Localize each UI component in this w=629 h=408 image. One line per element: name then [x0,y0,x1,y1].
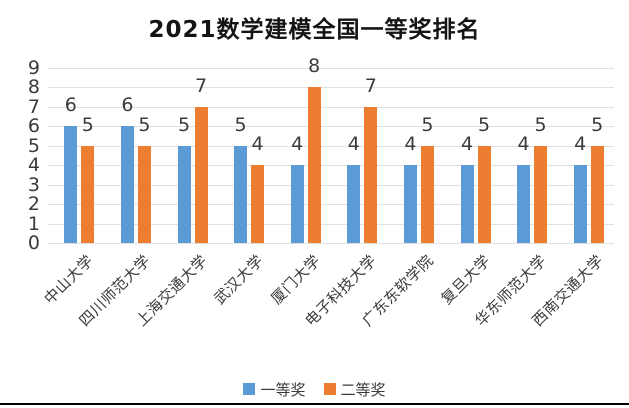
bar-value-label: 6 [64,94,77,117]
bar-value-label: 4 [251,133,264,156]
gridline [48,68,614,69]
bar [234,145,248,243]
category-label: 上海交通大学 [132,251,211,330]
bar [477,145,491,243]
legend-label: 一等奖 [260,380,306,399]
bar [573,165,587,243]
gridline [48,145,614,147]
bar [517,165,531,243]
legend-item: 二等奖 [323,379,386,400]
y-tick-label: 2 [27,193,40,216]
bar [364,106,378,243]
legend-swatch-icon [243,383,256,395]
bar [81,145,95,243]
bar [403,165,417,243]
bar [290,165,304,243]
y-tick-label: 5 [27,134,40,157]
category-label: 复旦大学 [436,251,494,308]
bar [120,126,134,243]
category-label: 华东师范大学 [471,251,551,330]
gridline [48,87,614,89]
bar-value-label: 5 [477,113,491,136]
legend: 一等奖 二等奖 [0,379,629,399]
legend-swatch-icon [323,383,336,395]
bar-value-label: 8 [308,55,321,78]
y-tick-label: 9 [27,57,40,79]
bar [194,106,208,243]
bar-value-label: 5 [177,113,191,136]
bar-value-label: 4 [404,133,417,156]
bar-value-label: 7 [364,74,377,97]
y-tick-label: 6 [27,115,40,138]
legend-item: 一等奖 [243,379,306,400]
bar [251,165,265,243]
y-tick-label: 8 [27,76,40,99]
bottom-border-line [0,403,629,405]
gridline [48,165,614,167]
bar-value-label: 5 [138,113,151,136]
gridline [48,243,614,244]
legend-label: 二等奖 [340,380,386,399]
category-label: 四川师范大学 [75,251,154,330]
bar [177,145,191,243]
bar-value-label: 4 [517,133,530,156]
bar-value-label: 4 [347,133,360,156]
gridline [48,184,614,186]
bar-value-label: 6 [121,94,134,117]
bar [347,165,361,243]
bar-value-label: 7 [194,74,208,97]
y-tick-label: 7 [27,95,40,118]
y-tick-label: 4 [27,154,40,177]
y-tick-label: 0 [27,232,40,254]
gridline [48,126,614,128]
bar-value-label: 5 [234,113,247,136]
gridline [48,204,614,206]
bar [534,145,548,243]
bar-value-label: 5 [534,113,547,136]
bar [307,87,321,243]
bar-value-label: 4 [574,133,587,156]
bar-value-label: 5 [591,113,604,136]
bar-value-label: 4 [291,133,304,156]
category-label: 武汉大学 [210,251,268,308]
gridline [48,223,614,225]
chart-title: 2021数学建模全国一等奖排名 [148,17,481,43]
bar-value-label: 5 [421,113,434,136]
category-label: 厦门大学 [267,251,324,308]
y-tick-label: 1 [27,212,40,235]
category-label: 广东东软学院 [358,251,437,330]
bar [64,126,78,243]
gridline [48,106,614,108]
bar [420,145,434,243]
category-label: 电子科技大学 [301,251,381,330]
bar [460,165,474,243]
bar-value-label: 4 [460,133,474,156]
bar [590,145,604,243]
category-label: 西南交通大学 [528,251,607,330]
y-tick-label: 3 [27,173,40,196]
bar [137,145,151,243]
bar-value-label: 5 [81,113,94,136]
